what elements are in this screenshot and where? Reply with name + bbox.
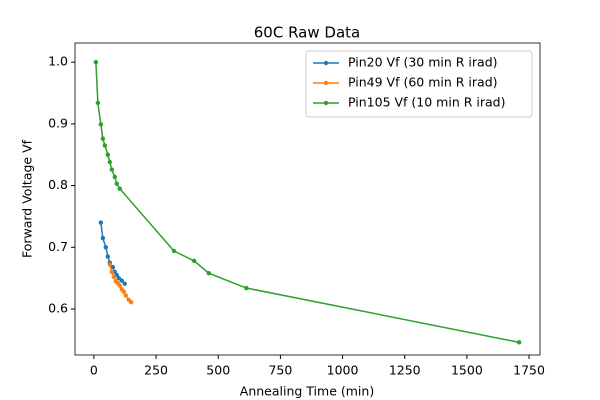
data-point <box>98 122 104 127</box>
data-point <box>98 220 104 225</box>
x-tick-label: 1500 <box>451 363 483 378</box>
y-tick-label: 0.7 <box>48 239 68 254</box>
data-point <box>111 274 116 280</box>
x-tick-label: 500 <box>206 363 230 378</box>
data-point <box>128 300 134 305</box>
legend-label: Pin20 Vf (30 min R irad) <box>348 55 498 70</box>
y-tick-label: 1.0 <box>48 54 68 69</box>
y-tick-label: 0.8 <box>48 177 68 192</box>
legend-box <box>305 50 533 118</box>
data-point <box>171 248 177 254</box>
data-point <box>117 283 122 288</box>
data-point <box>100 136 106 141</box>
data-point <box>109 269 115 275</box>
y-tick-label: 0.6 <box>48 301 68 316</box>
data-point <box>123 293 128 298</box>
series-line <box>95 62 520 344</box>
legend-marker <box>323 80 329 86</box>
data-point <box>119 278 124 283</box>
data-point <box>105 254 111 259</box>
data-point <box>116 275 121 281</box>
data-point <box>95 100 101 106</box>
data-point <box>107 159 113 165</box>
y-tick-label: 0.9 <box>48 115 68 130</box>
data-point <box>206 271 211 276</box>
data-point <box>109 167 115 172</box>
legend-label: Pin49 Vf (60 min R irad) <box>348 75 498 90</box>
data-point <box>103 245 109 250</box>
x-tick-label: 1250 <box>389 363 421 378</box>
x-tick-label: 750 <box>268 363 292 378</box>
legend-marker <box>323 60 329 66</box>
x-tick-label: 0 <box>90 363 98 378</box>
x-axis-label: Annealing Time (min) <box>240 384 374 399</box>
y-axis-label: Forward Voltage Vf <box>20 139 35 258</box>
data-point <box>112 174 117 180</box>
x-tick-label: 1750 <box>513 363 545 378</box>
data-point <box>244 285 249 291</box>
data-point <box>516 340 522 345</box>
data-point <box>100 235 106 241</box>
data-point <box>105 152 111 157</box>
data-point <box>191 258 197 264</box>
data-point <box>121 289 126 294</box>
chart-title: 60C Raw Data <box>254 24 360 42</box>
legend-marker <box>323 100 329 106</box>
x-tick-label: 1000 <box>327 363 359 378</box>
legend: Pin20 Vf (30 min R irad) Pin49 Vf (60 min… <box>305 50 533 118</box>
data-point <box>117 186 122 191</box>
data-point <box>93 59 99 65</box>
legend-label: Pin105 Vf (10 min R irad) <box>348 95 505 110</box>
data-point <box>107 262 113 267</box>
data-point <box>110 264 115 270</box>
plot-frame <box>74 42 541 356</box>
data-point <box>114 181 119 186</box>
data-point <box>122 281 127 286</box>
data-point <box>102 143 108 148</box>
x-tick-label: 250 <box>144 363 168 378</box>
